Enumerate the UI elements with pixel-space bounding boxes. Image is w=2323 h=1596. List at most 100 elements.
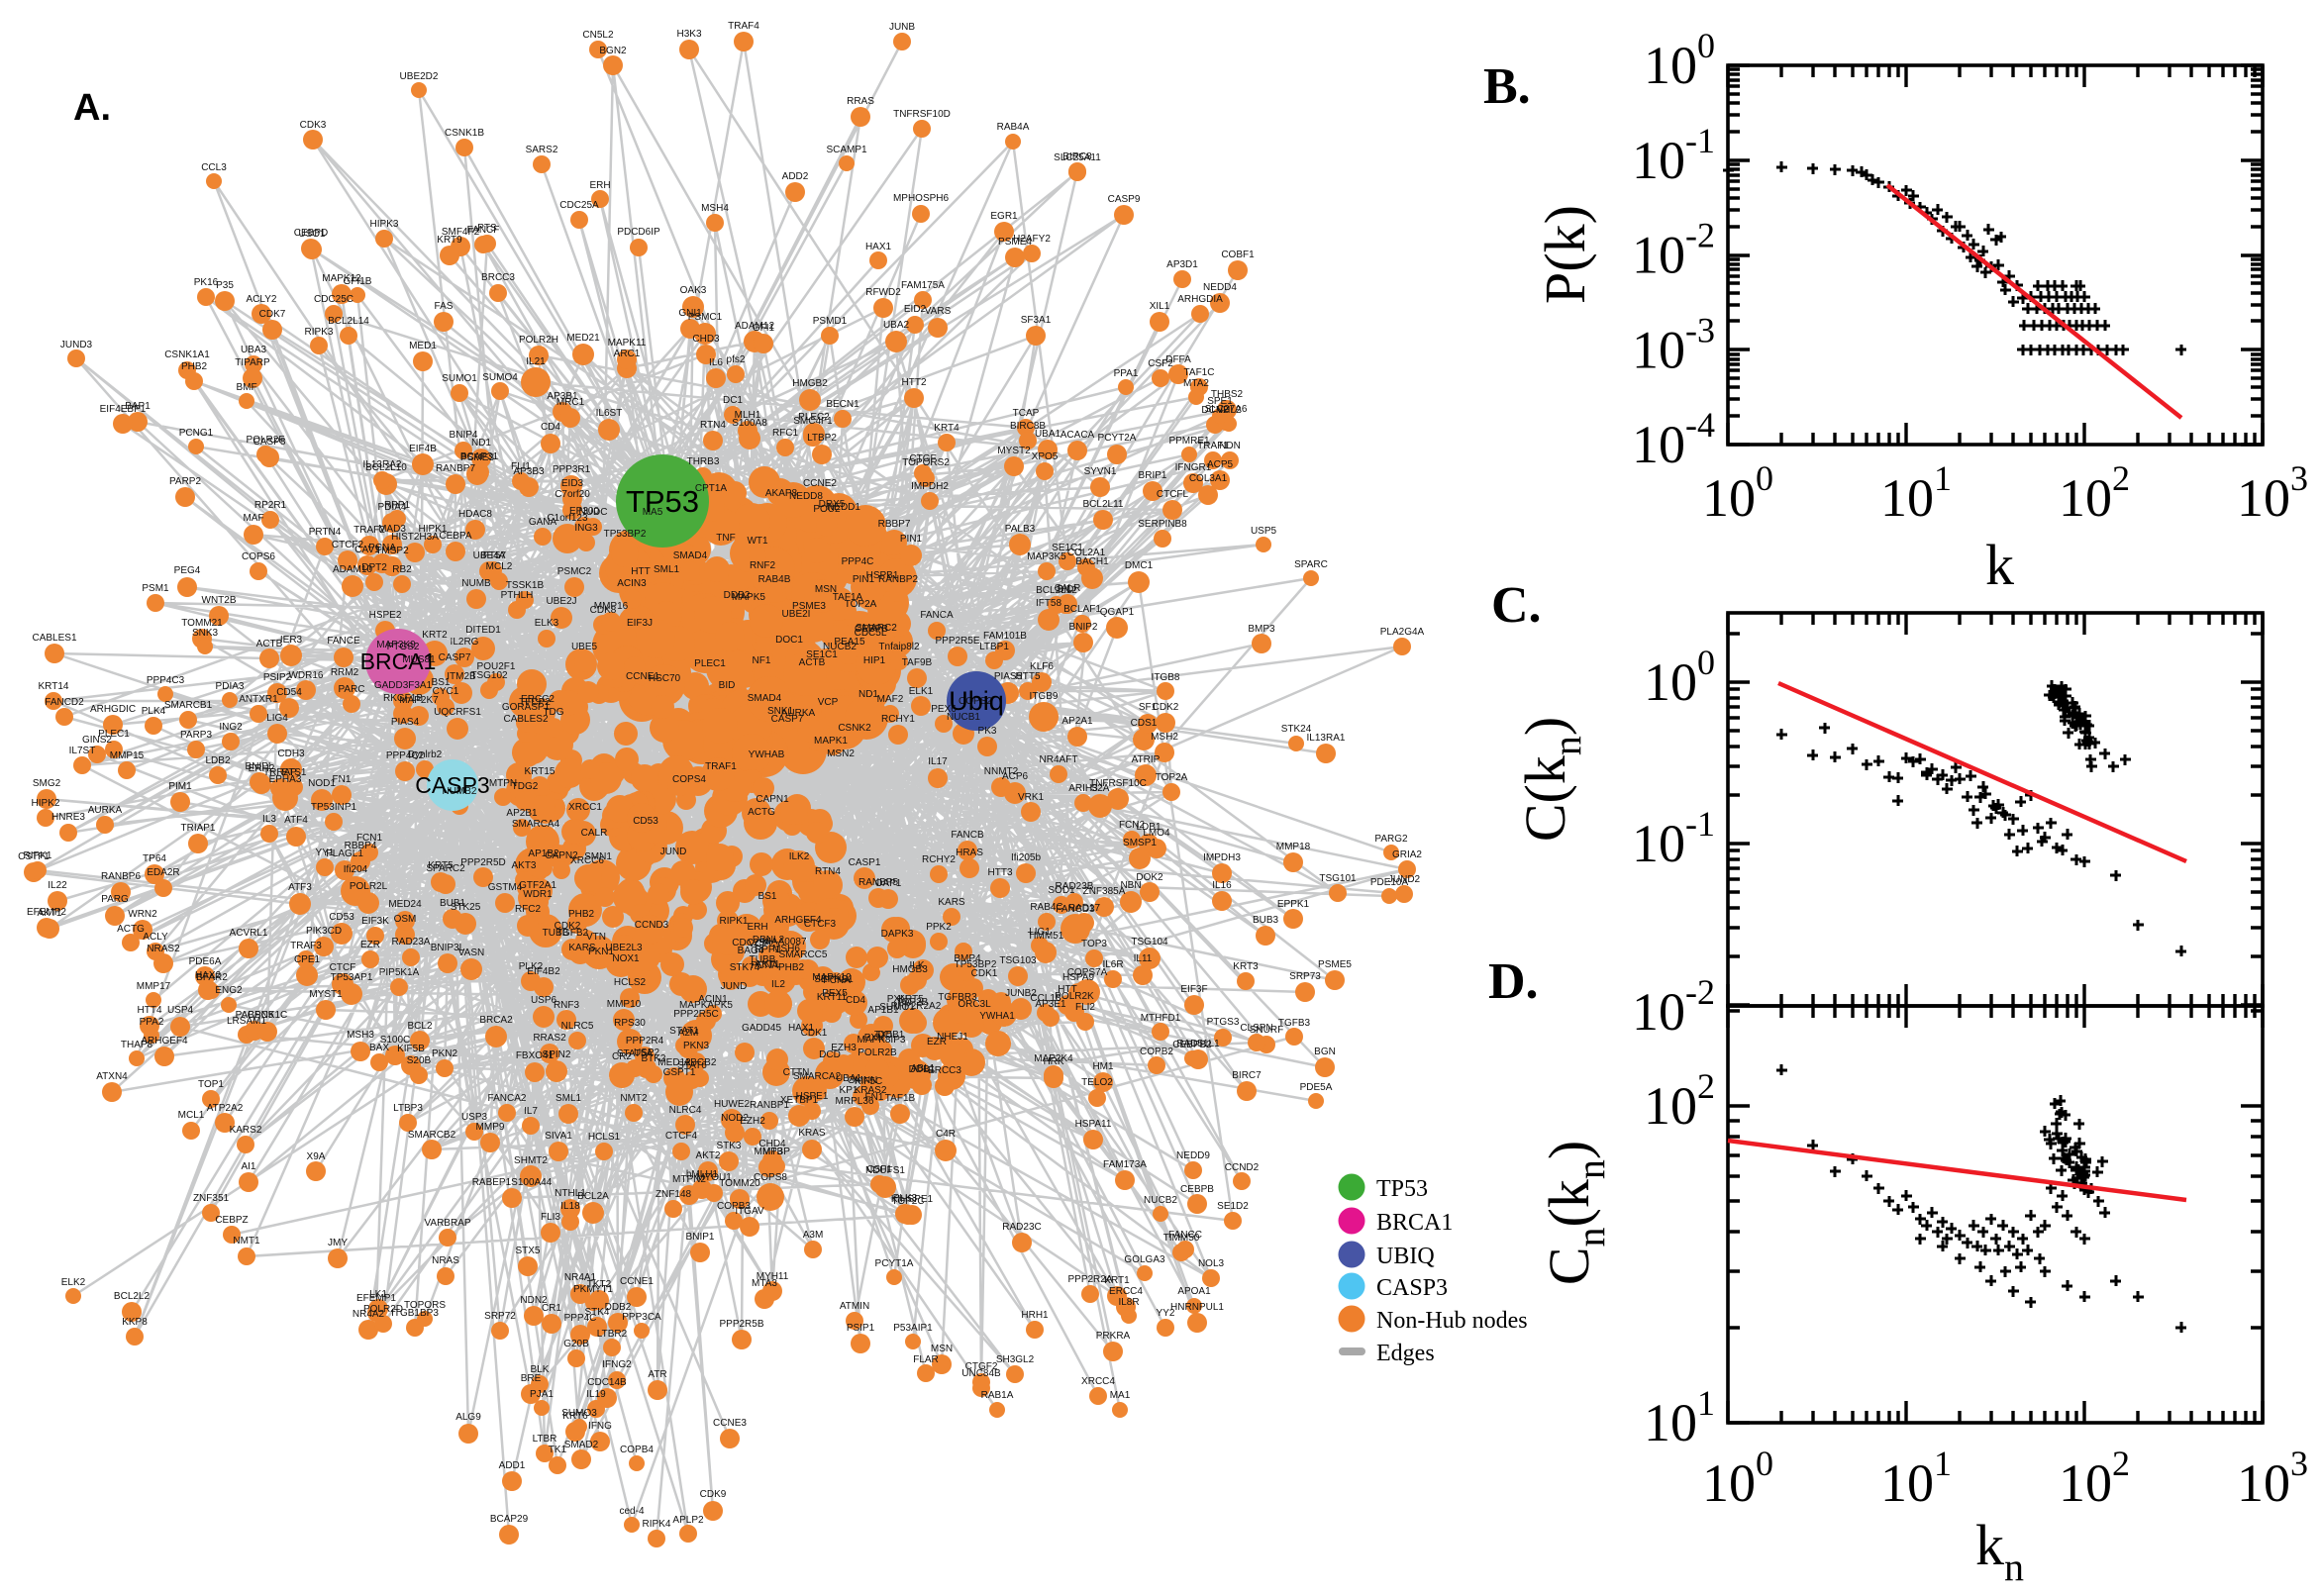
svg-text:PLEC1: PLEC1 [694,658,726,669]
svg-text:IL2: IL2 [771,979,785,990]
svg-text:ACTB: ACTB [256,639,283,649]
svg-text:C.: C. [1491,577,1542,634]
svg-text:X9A: X9A [307,1151,326,1162]
svg-text:KIF5C: KIF5C [855,1076,882,1087]
svg-text:JUND: JUND [721,981,748,992]
svg-text:MMP15: MMP15 [110,750,145,761]
svg-text:DFFA: DFFA [1165,354,1191,365]
svg-text:CDK1: CDK1 [801,1028,828,1039]
svg-text:PSM1: PSM1 [142,583,169,594]
svg-text:RAD51L1: RAD51L1 [1176,1039,1220,1049]
svg-text:PLK2: PLK2 [519,961,544,972]
svg-text:EIF3J: EIF3J [627,618,653,629]
svg-text:UBIQ: UBIQ [1376,1244,1435,1269]
svg-text:ADD2: ADD2 [782,171,809,182]
svg-text:NOD2: NOD2 [721,1113,749,1124]
svg-text:ING2: ING2 [219,722,243,733]
svg-text:PXN: PXN [864,1033,885,1044]
svg-text:TELO2: TELO2 [1081,1077,1113,1088]
svg-text:MAPK10: MAPK10 [812,972,852,983]
svg-text:FANCB: FANCB [951,830,984,841]
svg-text:IMPDH3: IMPDH3 [1203,852,1241,863]
svg-text:kn: kn [1975,1513,2024,1589]
svg-text:P(k): P(k) [1533,205,1597,304]
svg-text:STAT1: STAT1 [669,1026,699,1037]
svg-text:ACLY2: ACLY2 [247,294,277,305]
svg-text:CCL3: CCL3 [201,162,227,173]
svg-text:NEDD4: NEDD4 [1203,282,1237,293]
svg-text:HSPA11: HSPA11 [1075,1119,1112,1130]
svg-text:CD53: CD53 [329,912,354,923]
svg-text:IFNG2: IFNG2 [602,1359,632,1370]
svg-text:THBS2: THBS2 [1211,389,1244,400]
svg-text:LDB2: LDB2 [205,755,230,766]
svg-text:MTA3: MTA3 [752,1278,777,1289]
svg-text:KRAS: KRAS [798,1128,826,1139]
svg-text:IER3: IER3 [280,635,303,646]
svg-text:ND1: ND1 [858,689,878,700]
svg-text:HAX2: HAX2 [195,970,222,981]
svg-text:ced-4: ced-4 [619,1506,644,1517]
svg-text:CEBPZ: CEBPZ [215,1215,248,1226]
svg-text:XPO5: XPO5 [1032,451,1059,462]
svg-text:MRC1: MRC1 [556,397,585,408]
svg-text:UBA3: UBA3 [241,345,267,355]
svg-text:RPP1: RPP1 [384,500,411,511]
svg-text:PHB2: PHB2 [568,909,595,920]
svg-text:BRCA2: BRCA2 [479,1015,513,1026]
svg-text:C4R: C4R [936,1129,956,1140]
svg-text:PK16: PK16 [194,277,219,288]
svg-text:CSTF1: CSTF1 [18,851,50,862]
svg-text:COL2A1: COL2A1 [1067,548,1106,558]
svg-text:KRT2: KRT2 [422,630,448,641]
svg-text:UBA1: UBA1 [1035,429,1061,440]
svg-text:PPP4C: PPP4C [564,1313,597,1324]
svg-text:BAG4: BAG4 [738,946,764,956]
svg-text:KIF5B: KIF5B [397,1044,425,1054]
svg-text:NEDD1: NEDD1 [827,502,860,513]
svg-text:ALG9: ALG9 [455,1412,481,1423]
svg-text:HRH1: HRH1 [1021,1310,1049,1321]
svg-text:POLR2F: POLR2F [247,435,285,446]
svg-text:EZR: EZR [360,940,380,950]
svg-text:XRCC1: XRCC1 [568,802,602,813]
svg-text:FANCD3: FANCD3 [1056,904,1095,915]
svg-text:HRAS: HRAS [956,848,983,858]
svg-text:TAF1B: TAF1B [885,1093,916,1104]
svg-text:PPP3CA: PPP3CA [622,1312,661,1323]
svg-text:CD54: CD54 [276,687,302,698]
svg-text:BECN1: BECN1 [826,399,859,410]
svg-text:UBA2: UBA2 [883,320,910,331]
svg-text:DMC1: DMC1 [1125,560,1154,571]
svg-text:GTF2A1: GTF2A1 [519,880,556,891]
svg-text:TNFRSF10C: TNFRSF10C [1089,778,1147,789]
svg-text:OAP1: OAP1 [875,878,902,889]
svg-text:TOP2A: TOP2A [1156,772,1188,783]
svg-text:A.: A. [73,87,111,129]
svg-text:YWHA1: YWHA1 [979,1011,1015,1022]
svg-text:AKT1: AKT1 [755,959,779,970]
svg-text:RAD23A: RAD23A [392,937,431,948]
svg-text:SLC27A6: SLC27A6 [1205,404,1248,415]
svg-text:USP6: USP6 [531,995,557,1006]
svg-text:TIMM50: TIMM50 [1163,1233,1200,1244]
svg-text:LTBR2: LTBR2 [597,1329,628,1340]
svg-text:TOPORS: TOPORS [404,1300,446,1311]
svg-text:YWHAB: YWHAB [749,749,785,760]
svg-text:TFCP2: TFCP2 [519,697,551,708]
svg-text:PEG4: PEG4 [174,565,201,576]
svg-text:AP2B1: AP2B1 [506,808,538,819]
svg-text:PLK3: PLK3 [893,1193,918,1204]
svg-text:SMARCA4: SMARCA4 [512,819,560,830]
svg-text:CEBPA: CEBPA [439,531,471,542]
svg-text:SNK1: SNK1 [767,706,794,717]
svg-text:103: 103 [2237,458,2308,528]
svg-text:TNF: TNF [716,533,735,544]
svg-text:USP4: USP4 [167,1005,194,1016]
svg-text:C1orf123: C1orf123 [547,513,588,524]
svg-text:102: 102 [2059,458,2130,528]
svg-text:FN1: FN1 [865,1092,884,1103]
svg-text:BCAP29: BCAP29 [490,1514,529,1525]
svg-text:RIPK3: RIPK3 [305,327,334,338]
svg-text:PEA15: PEA15 [834,637,865,648]
